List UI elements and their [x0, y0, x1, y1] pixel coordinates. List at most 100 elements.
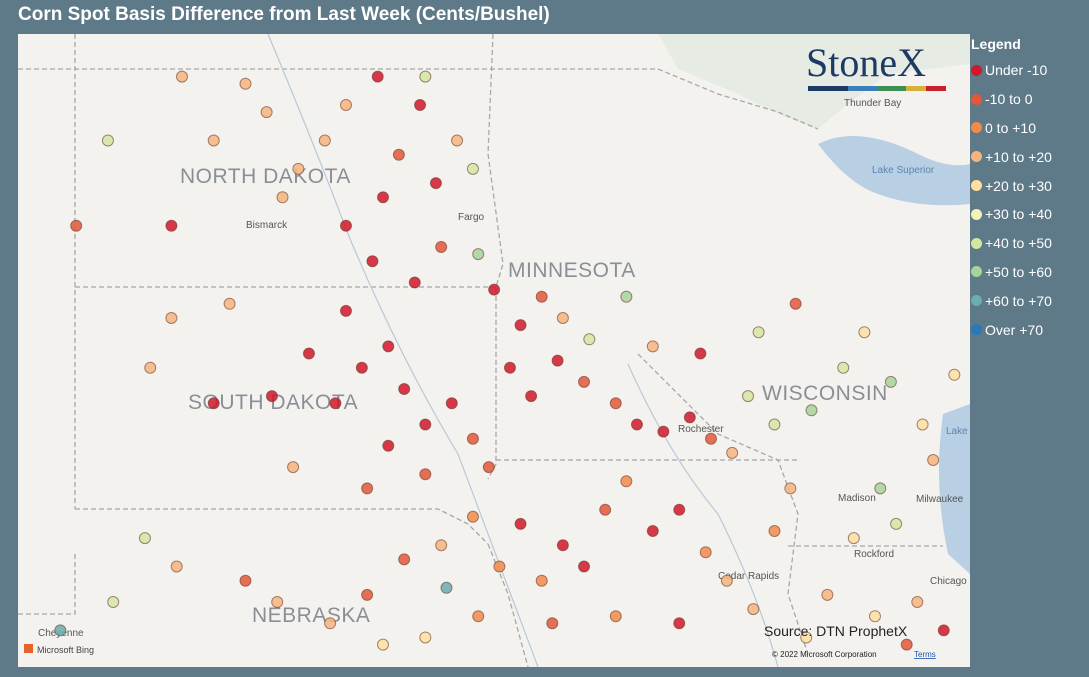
- point: [578, 375, 591, 388]
- point: [646, 525, 659, 537]
- point: [911, 596, 924, 608]
- region-label: WISCONSIN: [762, 382, 888, 405]
- legend-swatch: [971, 122, 982, 134]
- points: [54, 70, 961, 651]
- place-label: Thunder Bay: [844, 98, 901, 109]
- point: [302, 347, 315, 360]
- legend-swatch: [971, 180, 982, 192]
- point: [339, 219, 352, 232]
- bing-icon: [24, 644, 33, 653]
- point: [329, 397, 342, 410]
- place-label: Rochester: [678, 424, 724, 435]
- point: [292, 162, 305, 175]
- point: [371, 70, 384, 83]
- point: [144, 361, 157, 374]
- legend-item: 0 to +10: [971, 114, 1052, 143]
- point: [874, 482, 887, 495]
- point: [414, 99, 427, 111]
- terms-link[interactable]: Terms: [914, 650, 936, 659]
- point: [318, 134, 331, 147]
- point: [382, 439, 395, 452]
- point: [546, 617, 559, 630]
- point: [768, 525, 781, 537]
- point: [535, 574, 548, 587]
- region-label: SOUTH DAKOTA: [188, 391, 358, 414]
- lake-michigan: [939, 404, 970, 574]
- point: [884, 375, 897, 388]
- place-label: Madison: [838, 493, 876, 504]
- point: [800, 631, 813, 644]
- legend-label: +20 to +30: [985, 177, 1052, 194]
- place-label: Milwaukee: [916, 494, 964, 505]
- point: [271, 596, 284, 608]
- point: [620, 475, 633, 488]
- legend: Legend Under -10 -10 to 0 0 to +10 +10 to +…: [971, 36, 1052, 344]
- point: [435, 539, 448, 552]
- point: [535, 290, 548, 303]
- point: [451, 134, 464, 147]
- point: [514, 319, 527, 332]
- point: [556, 312, 569, 324]
- point: [699, 546, 712, 559]
- point: [789, 297, 802, 310]
- point: [472, 248, 485, 261]
- point: [107, 596, 120, 608]
- point: [927, 454, 940, 466]
- legend-swatch: [971, 64, 982, 76]
- point: [265, 390, 278, 403]
- point: [419, 631, 432, 644]
- point: [339, 99, 352, 111]
- point: [361, 482, 374, 495]
- point: [392, 148, 405, 161]
- river: [627, 363, 779, 667]
- place-label: Rockford: [854, 549, 894, 560]
- point: [858, 326, 871, 339]
- point: [429, 177, 442, 190]
- point: [493, 560, 506, 573]
- point: [440, 581, 453, 594]
- point: [948, 368, 961, 381]
- point: [138, 532, 151, 545]
- point: [419, 468, 432, 481]
- point: [361, 588, 374, 601]
- point: [683, 411, 696, 424]
- legend-item: Under -10: [971, 56, 1052, 85]
- region-label: NEBRASKA: [252, 604, 370, 627]
- point: [175, 70, 188, 83]
- legend-swatch: [971, 93, 982, 105]
- point: [726, 446, 739, 459]
- legend-items: Under -10 -10 to 0 0 to +10 +10 to +20 +20 t…: [971, 56, 1052, 344]
- point: [673, 503, 686, 516]
- place-label: Bismarck: [246, 220, 288, 231]
- point: [54, 624, 67, 637]
- point: [900, 638, 913, 651]
- logo-bar: [878, 86, 906, 91]
- point: [482, 461, 495, 474]
- point: [752, 326, 765, 339]
- border: [18, 68, 819, 130]
- legend-label: 0 to +10: [985, 119, 1036, 136]
- point: [101, 134, 114, 147]
- point: [742, 390, 755, 403]
- map-background: [18, 34, 970, 667]
- legend-label: +40 to +50: [985, 235, 1052, 252]
- legend-swatch: [971, 151, 982, 163]
- logo-bar: [848, 86, 878, 91]
- legend-swatch: [971, 237, 982, 249]
- point: [472, 610, 485, 623]
- point: [657, 425, 670, 438]
- point: [620, 290, 633, 303]
- border: [637, 353, 809, 655]
- legend-swatch: [971, 295, 982, 307]
- point: [445, 397, 458, 410]
- point: [435, 241, 448, 253]
- legend-label: +50 to +60: [985, 263, 1052, 280]
- point: [366, 255, 379, 268]
- legend-item: -10 to 0: [971, 85, 1052, 114]
- rivers: [267, 34, 779, 667]
- legend-label: +60 to +70: [985, 292, 1052, 309]
- point: [583, 333, 596, 346]
- legend-item: +50 to +60: [971, 258, 1052, 287]
- point: [768, 418, 781, 431]
- region-label: MINNESOTA: [508, 259, 636, 282]
